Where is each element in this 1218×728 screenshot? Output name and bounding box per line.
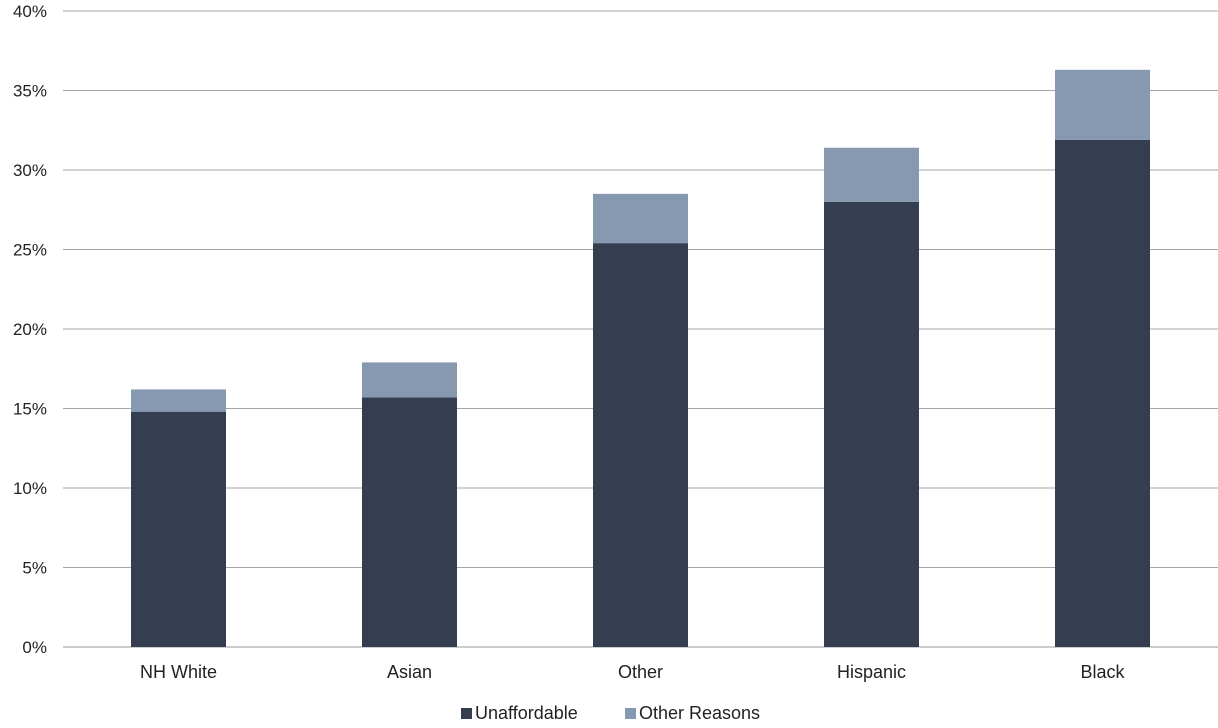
bar-unaffordable-other: [593, 243, 688, 647]
y-tick-label: 40%: [13, 2, 47, 21]
y-tick-label: 0%: [22, 638, 47, 657]
y-tick-label: 5%: [22, 559, 47, 578]
bar-other-reasons-other: [593, 193, 688, 244]
y-tick-label: 25%: [13, 241, 47, 260]
bar-unaffordable-black: [1055, 139, 1150, 648]
x-category-label: Black: [1080, 662, 1125, 682]
y-tick-label: 30%: [13, 161, 47, 180]
x-category-label: Asian: [387, 662, 432, 682]
bar-other-reasons-hispanic: [824, 147, 919, 202]
legend-label: Unaffordable: [475, 703, 578, 723]
legend-swatch: [461, 708, 472, 719]
y-tick-label: 35%: [13, 82, 47, 101]
bar-unaffordable-asian: [362, 397, 457, 647]
y-tick-label: 20%: [13, 320, 47, 339]
bar-other-reasons-black: [1055, 69, 1150, 140]
bar-unaffordable-hispanic: [824, 201, 919, 648]
x-axis-categories: NH White Asian Other Hispanic Black: [140, 662, 1126, 682]
legend-swatch: [625, 708, 636, 719]
y-tick-label: 10%: [13, 479, 47, 498]
bar-unaffordable-nh-white: [131, 411, 226, 647]
bars: [131, 69, 1150, 648]
legend: Unaffordable Other Reasons: [461, 703, 760, 723]
y-axis-ticks: 0% 5% 10% 15% 20% 25% 30% 35% 40%: [13, 2, 47, 657]
bar-other-reasons-asian: [362, 362, 457, 398]
legend-label: Other Reasons: [639, 703, 760, 723]
x-category-label: Other: [618, 662, 663, 682]
bar-other-reasons-nh-white: [131, 389, 226, 412]
y-tick-label: 15%: [13, 400, 47, 419]
x-category-label: Hispanic: [837, 662, 906, 682]
x-category-label: NH White: [140, 662, 217, 682]
